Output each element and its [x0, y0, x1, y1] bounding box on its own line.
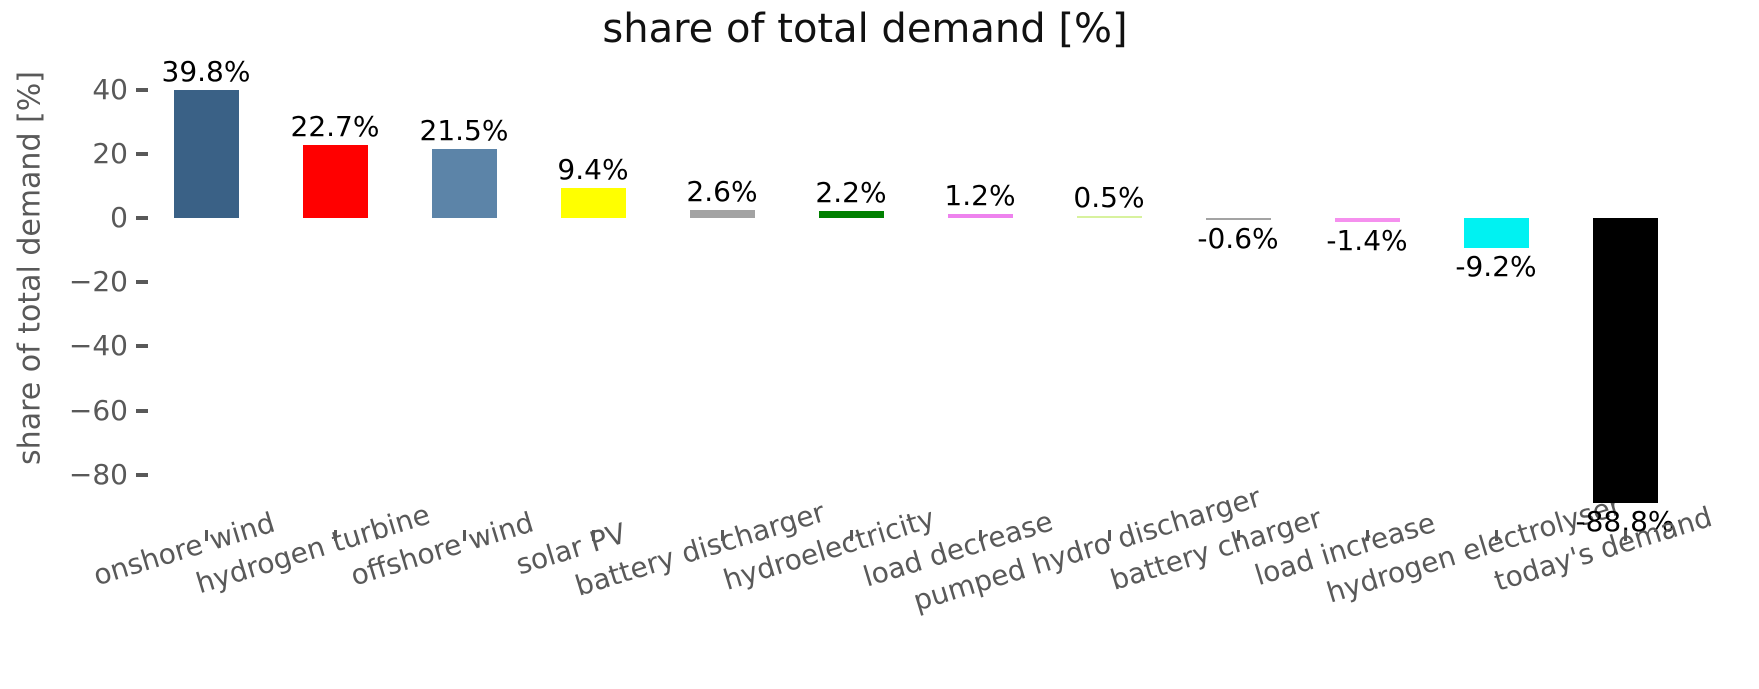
bar-value-label: 21.5% — [419, 113, 509, 147]
bar-value-label: -1.4% — [1326, 224, 1408, 258]
bar-value-label: 1.2% — [944, 179, 1016, 213]
bar-battery-discharger — [689, 209, 755, 218]
bar-load-increase — [1334, 218, 1400, 223]
y-tick-label: −60 — [68, 393, 128, 427]
y-tick-label: 20 — [92, 136, 128, 170]
x-tick-mark — [591, 530, 595, 541]
bar-value-label: -9.2% — [1455, 249, 1537, 283]
x-tick-mark — [1107, 530, 1111, 541]
x-tick-mark — [204, 530, 208, 541]
bar-value-label: 9.4% — [557, 152, 629, 186]
bar-value-label: -0.6% — [1197, 221, 1279, 255]
y-tick-label: −20 — [68, 265, 128, 299]
bar-hydrogen-turbine — [302, 145, 368, 218]
bar-value-label: 2.2% — [815, 175, 887, 209]
x-tick-mark — [462, 530, 466, 541]
y-tick-mark — [136, 280, 148, 285]
x-tick-mark — [1623, 530, 1627, 541]
bar-hydrogen-electrolyser — [1463, 218, 1529, 248]
bar-onshore-wind — [173, 90, 239, 218]
bar-offshore-wind — [431, 148, 497, 218]
chart-title: share of total demand [%] — [602, 6, 1128, 52]
y-tick-label: −80 — [68, 457, 128, 491]
bar-value-label: 2.6% — [686, 174, 758, 208]
x-tick-mark — [1494, 530, 1498, 541]
x-tick-mark — [333, 530, 337, 541]
bar-battery-charger — [1205, 218, 1271, 220]
y-tick-mark — [136, 408, 148, 413]
x-tick-mark — [1236, 530, 1240, 541]
y-tick-mark — [136, 151, 148, 156]
bar-load-decrease — [947, 214, 1013, 218]
x-tick-mark — [720, 530, 724, 541]
y-tick-label: 0 — [110, 201, 128, 234]
y-tick-mark — [136, 216, 148, 220]
y-tick-mark — [136, 344, 148, 349]
y-tick-label: 40 — [92, 72, 128, 106]
x-tick-mark — [978, 530, 982, 541]
x-tick-mark — [1365, 530, 1369, 541]
y-tick-mark — [136, 472, 148, 477]
bar-solar-pv — [560, 187, 626, 218]
y-tick-label: −40 — [68, 329, 128, 363]
bar-pumped-hydro-discharger — [1076, 216, 1142, 218]
bar-value-label: 39.8% — [161, 55, 251, 89]
y-tick-mark — [136, 87, 148, 92]
x-tick-mark — [849, 530, 853, 541]
bar-value-label: 22.7% — [290, 110, 380, 144]
bar-hydroelectricity — [818, 210, 884, 218]
bar-value-label: 0.5% — [1073, 181, 1145, 215]
bar-today-s-demand — [1592, 218, 1658, 504]
